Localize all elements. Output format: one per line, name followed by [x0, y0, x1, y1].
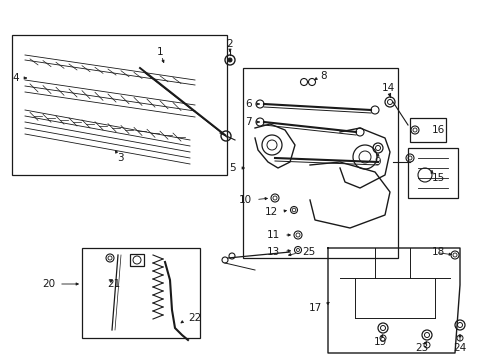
Text: 13: 13 [266, 247, 280, 257]
Text: 25: 25 [302, 247, 315, 257]
Text: 15: 15 [431, 173, 445, 183]
Circle shape [227, 58, 231, 62]
Bar [407, 148, 457, 198]
Text: 17: 17 [308, 303, 321, 313]
Text: 2: 2 [226, 39, 233, 49]
Bar [243, 68, 397, 258]
Text: 8: 8 [319, 71, 326, 81]
Text: 14: 14 [381, 83, 394, 93]
Text: 1: 1 [156, 47, 163, 57]
Text: 23: 23 [414, 343, 428, 353]
Text: 12: 12 [264, 207, 278, 217]
Bar [409, 118, 445, 142]
Text: 19: 19 [373, 337, 386, 347]
Text: 3: 3 [117, 153, 123, 163]
Bar [130, 254, 143, 266]
Bar [82, 248, 200, 338]
Text: 9: 9 [374, 157, 381, 167]
Text: 11: 11 [266, 230, 280, 240]
Text: 22: 22 [187, 313, 201, 323]
Text: 20: 20 [42, 279, 55, 289]
Text: 6: 6 [245, 99, 251, 109]
Text: 24: 24 [452, 343, 466, 353]
Text: 16: 16 [431, 125, 445, 135]
Bar [12, 35, 226, 175]
Text: 18: 18 [431, 247, 445, 257]
Text: 4: 4 [12, 73, 19, 83]
Text: 7: 7 [245, 117, 251, 127]
Text: 10: 10 [238, 195, 251, 205]
Text: 21: 21 [107, 279, 120, 289]
Text: 5: 5 [229, 163, 236, 173]
